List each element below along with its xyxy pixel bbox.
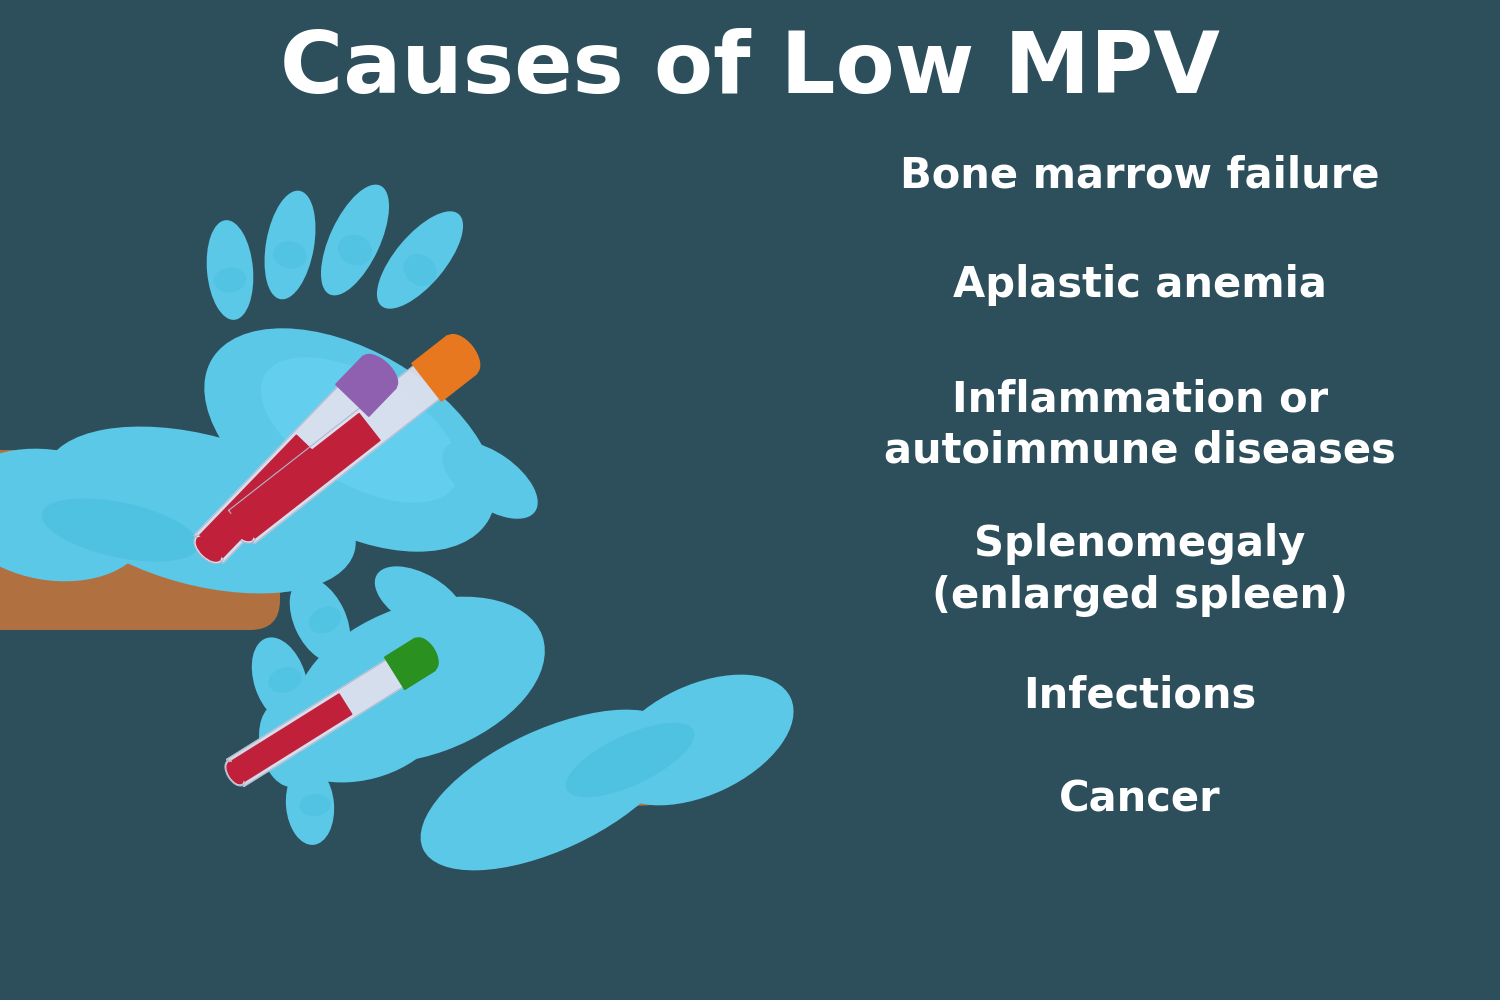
- Text: Aplastic anemia: Aplastic anemia: [952, 264, 1328, 306]
- Ellipse shape: [260, 703, 310, 787]
- Ellipse shape: [207, 220, 254, 320]
- Ellipse shape: [362, 354, 398, 390]
- Ellipse shape: [225, 760, 246, 786]
- Ellipse shape: [290, 578, 351, 662]
- Ellipse shape: [420, 710, 680, 870]
- Ellipse shape: [376, 211, 464, 309]
- Ellipse shape: [264, 191, 315, 299]
- Polygon shape: [194, 383, 369, 563]
- Ellipse shape: [214, 267, 246, 293]
- Ellipse shape: [338, 235, 372, 265]
- Ellipse shape: [442, 441, 537, 519]
- Ellipse shape: [375, 566, 465, 634]
- Ellipse shape: [34, 442, 326, 598]
- Polygon shape: [228, 363, 444, 544]
- Ellipse shape: [230, 513, 254, 541]
- Ellipse shape: [435, 730, 664, 870]
- Ellipse shape: [596, 694, 764, 806]
- Ellipse shape: [268, 667, 302, 693]
- Ellipse shape: [44, 427, 356, 593]
- Ellipse shape: [606, 675, 794, 805]
- Text: Cancer: Cancer: [1059, 779, 1221, 821]
- FancyBboxPatch shape: [0, 450, 280, 630]
- Ellipse shape: [404, 254, 436, 286]
- Ellipse shape: [0, 449, 148, 581]
- Ellipse shape: [204, 328, 495, 552]
- Ellipse shape: [261, 357, 459, 503]
- Polygon shape: [232, 694, 352, 781]
- Text: Splenomegaly
(enlarged spleen): Splenomegaly (enlarged spleen): [932, 523, 1348, 617]
- Ellipse shape: [566, 723, 694, 797]
- Ellipse shape: [42, 498, 198, 562]
- Ellipse shape: [194, 535, 224, 564]
- Polygon shape: [200, 435, 320, 557]
- Polygon shape: [413, 336, 477, 401]
- Ellipse shape: [444, 334, 480, 375]
- Ellipse shape: [300, 794, 330, 816]
- Text: Inflammation or
autoimmune diseases: Inflammation or autoimmune diseases: [884, 378, 1396, 472]
- Polygon shape: [226, 658, 406, 787]
- Ellipse shape: [252, 637, 308, 723]
- Ellipse shape: [296, 597, 544, 763]
- Text: Infections: Infections: [1023, 674, 1257, 716]
- Text: Bone marrow failure: Bone marrow failure: [900, 154, 1380, 196]
- Ellipse shape: [226, 511, 256, 543]
- Ellipse shape: [309, 607, 340, 633]
- Text: Causes of Low MPV: Causes of Low MPV: [280, 28, 1220, 111]
- Ellipse shape: [195, 536, 222, 562]
- Ellipse shape: [226, 762, 244, 784]
- Ellipse shape: [274, 733, 306, 757]
- Polygon shape: [336, 356, 396, 416]
- Ellipse shape: [273, 241, 306, 269]
- Polygon shape: [384, 638, 435, 689]
- Ellipse shape: [411, 637, 440, 671]
- Ellipse shape: [272, 658, 448, 782]
- Polygon shape: [234, 414, 380, 538]
- Ellipse shape: [321, 185, 388, 295]
- Ellipse shape: [286, 765, 334, 845]
